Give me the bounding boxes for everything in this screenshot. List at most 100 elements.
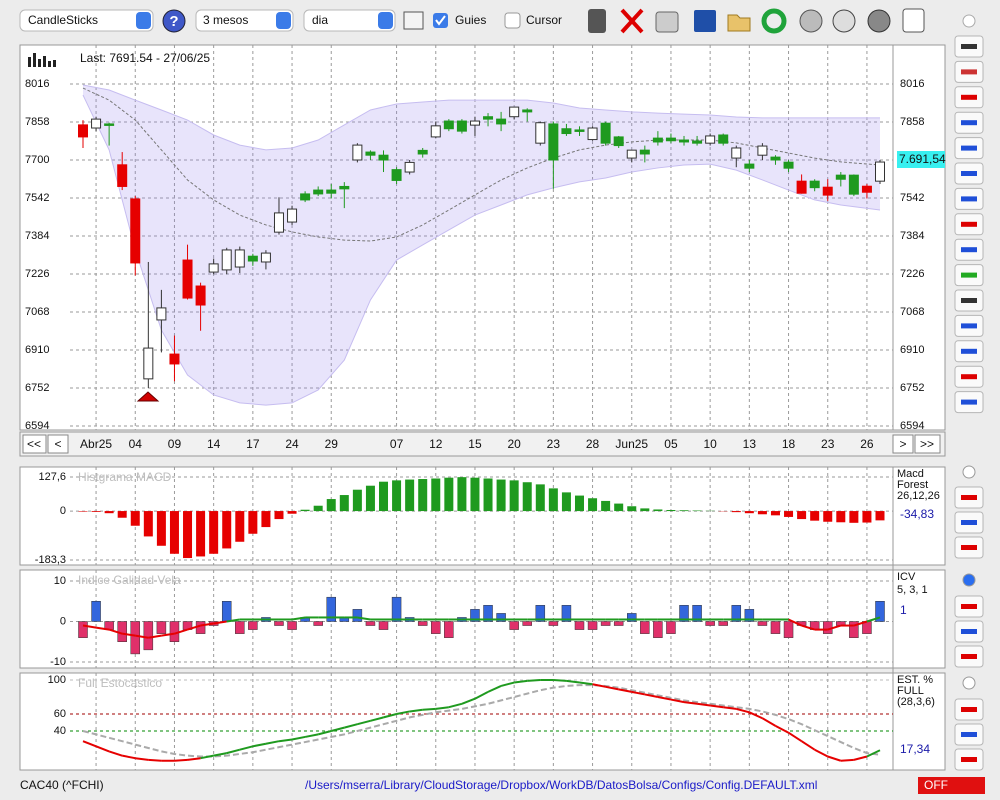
histogram-bar [221,601,232,622]
candle-body [234,249,245,268]
y-tick-label-right: 7384 [900,230,924,242]
histogram-bar [731,511,741,513]
trash-icon[interactable] [588,9,606,33]
nav-button[interactable] [914,434,941,454]
histogram-bar [679,510,689,512]
print-icon[interactable] [655,11,679,33]
stochastic-k-segment [409,708,423,713]
candle-body [300,193,311,201]
stochastic-k-segment [618,688,632,693]
select-arrow [136,12,151,29]
help-button[interactable] [162,9,186,33]
period-select[interactable] [195,9,294,32]
histogram-bar [483,478,493,512]
interval-select[interactable] [303,9,396,32]
stochastic-k-segment [787,731,803,743]
candle-body [352,144,363,161]
nav-button[interactable] [22,434,47,454]
y-tick-label: 40 [54,725,66,737]
candle-body [287,208,298,223]
nav-button[interactable] [892,434,914,454]
histogram-bar [352,609,363,622]
candle-body [417,149,428,155]
histogram-bar [169,621,180,642]
histogram-bar [274,511,284,520]
histogram-bar [444,477,454,512]
settings-icon[interactable] [867,9,891,33]
stochastic-k-segment [174,758,188,762]
histogram-bar [431,621,441,634]
side-icon [961,604,977,609]
open-icon[interactable] [727,14,751,32]
side-icon [961,629,977,634]
stochastic-k-segment [213,752,227,757]
candle-body [260,252,271,263]
y-tick-label: 7542 [25,192,49,204]
candle-body [483,116,494,120]
y-tick-label: 0 [60,505,66,517]
histogram-bar [104,511,114,514]
side-icon [961,44,977,49]
y-tick-label: 7068 [25,306,49,318]
stochastic-k-segment [696,702,711,707]
date-label: 13 [743,437,757,451]
date-label: 15 [468,437,482,451]
histogram-bar [169,511,179,554]
side-icon [961,247,977,253]
candle-body [875,161,885,182]
histogram-bar [548,488,558,512]
histogram-bar [287,621,297,630]
world-icon[interactable] [799,9,823,33]
stochastic-title: Full Estocastico [78,676,162,690]
stochastic-k-segment [710,704,724,709]
stochastic-k-segment [370,716,384,722]
radio[interactable] [962,573,976,587]
histogram-bar [313,505,323,512]
candle-body [639,149,650,155]
candle-body [313,189,324,195]
stochastic-k-segment [252,742,267,748]
side-icon [961,520,977,525]
signal-segment [853,620,868,627]
cursor-checkbox[interactable] [504,12,521,29]
chart-type-select[interactable] [19,9,154,32]
save-icon[interactable] [694,10,716,32]
currency-icon[interactable] [832,9,856,33]
histogram-bar [365,621,376,626]
y-tick-label-right: 6594 [900,420,924,432]
histogram-bar [183,511,193,559]
histogram-bar [117,511,127,518]
side-icon [961,732,977,737]
date-label: Abr25 [80,437,112,451]
histogram-bar [601,500,611,512]
candle-body [182,259,193,299]
radio[interactable] [962,676,976,690]
histogram-bar [339,495,349,512]
help-icon: ? [169,13,178,30]
nav-button[interactable] [47,434,69,454]
logo-bar [43,56,46,67]
y-tick-label: 6910 [25,344,49,356]
refresh-icon[interactable] [761,8,787,34]
stochastic-legend: (28,3,6) [897,696,935,708]
candle-body [509,106,520,118]
signal-segment [801,624,815,631]
date-label: 23 [547,437,561,451]
stochastic-k-segment [82,740,97,748]
logo-bar [48,61,51,67]
radio[interactable] [962,14,976,28]
histogram-bar [588,498,598,512]
signal-segment [827,624,842,631]
candle-body [613,136,624,147]
guides-label: Guies [455,13,486,27]
histogram-bar [522,482,532,512]
calendar-icon[interactable] [902,8,925,33]
radio[interactable] [962,465,976,479]
stochastic-k-segment [187,757,201,761]
stochastic-k-segment [487,685,502,693]
window-icon[interactable] [403,11,424,30]
y-tick-label: 8016 [25,78,49,90]
delete-icon[interactable] [620,8,644,34]
state-box[interactable] [918,777,985,794]
histogram-bar [405,479,415,512]
